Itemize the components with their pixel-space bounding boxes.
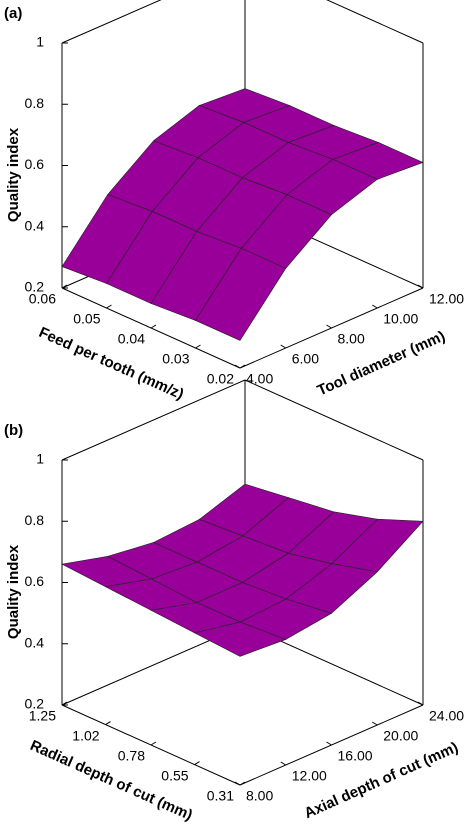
y-tick [417,701,424,706]
x-tick-label: 0.04 [118,331,145,347]
z-tick-label: 1 [36,34,44,50]
y-tick-label: 6.00 [292,351,319,367]
y-tick-label: 8.00 [338,331,365,347]
x-tick [61,701,68,706]
y-tick-label: 16.00 [338,748,373,764]
z-tick-label: 0.8 [25,512,45,528]
box-edge [326,0,424,44]
x-tick-label: 0.05 [73,311,100,327]
y-tick [326,741,332,746]
panel-label: (a) [4,5,22,22]
z-tick-label: 0.4 [25,634,45,650]
x-tick [150,324,157,329]
y-tick [326,324,332,329]
x-tick-label: 0.55 [161,767,188,783]
x-tick [150,741,157,746]
box-edge [244,379,424,461]
surface-patch [195,247,287,341]
z-tick-label: 0.6 [25,573,45,589]
z-tick-label: 0.8 [25,95,45,111]
z-axis-label: Quality index [5,544,22,639]
x-tick [105,721,111,726]
x-tick-label: 0.02 [207,371,234,387]
x-tick-label: 0.31 [207,788,234,804]
x-tick [106,304,112,309]
x-tick-label: 0.03 [162,351,189,367]
box-edge [61,0,162,44]
y-tick [417,284,424,289]
y-tick-label: 12.00 [429,291,464,307]
z-tick-label: 0.2 [25,279,45,295]
z-tick-label: 1 [36,451,44,467]
y-tick [280,344,287,349]
z-axis-label: Quality index [5,127,22,222]
z-tick-label: 0.6 [25,156,45,172]
y-tick [371,304,378,309]
x-tick [194,761,200,766]
x-tick [61,284,68,289]
y-tick [234,364,241,369]
x-tick-label: 1.25 [29,708,56,724]
y-axis-label: Tool diameter (mm) [315,328,448,400]
x-tick [195,344,201,349]
x-tick [239,781,246,786]
panel-label: (b) [4,422,23,439]
x-tick-label: 0.06 [29,291,56,307]
box-edge [61,379,246,461]
x-tick [239,364,246,369]
x-tick-label: 1.02 [72,727,99,743]
z-tick-label: 0.4 [25,217,45,233]
z-tick-label: 0.2 [25,696,45,712]
surface-patch [193,621,287,657]
y-tick-label: 10.00 [383,311,418,327]
y-tick-label: 20.00 [383,728,418,744]
y-tick-label: 12.00 [292,768,327,784]
y-tick-label: 24.00 [429,708,464,724]
y-tick [371,721,378,726]
y-tick-label: 8.00 [246,788,273,804]
y-tick [234,781,241,786]
y-tick-label: 4.00 [246,371,273,387]
x-tick-label: 0.78 [118,748,145,764]
y-tick [280,761,287,766]
